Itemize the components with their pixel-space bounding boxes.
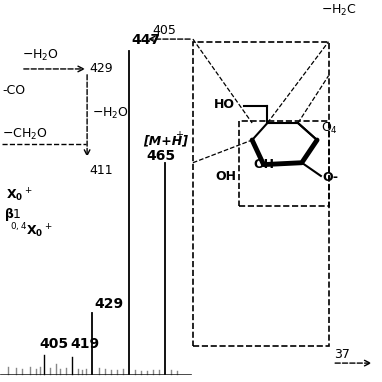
Bar: [193, 42, 329, 346]
Text: $^{0,4}\mathbf{X_0}^+$: $^{0,4}\mathbf{X_0}^+$: [10, 222, 52, 240]
Text: $\mathrm{O_4}$: $\mathrm{O_4}$: [321, 121, 338, 136]
Text: $-\mathrm{H_2O}$: $-\mathrm{H_2O}$: [22, 47, 59, 63]
Text: $-\mathrm{H_2O}$: $-\mathrm{H_2O}$: [92, 106, 129, 121]
Text: $-\mathrm{CH_2O}$: $-\mathrm{CH_2O}$: [2, 127, 48, 142]
Text: $\mathbf{X_0}^+$: $\mathbf{X_0}^+$: [6, 187, 32, 204]
Bar: [239, 121, 329, 206]
Text: +: +: [175, 129, 183, 139]
Text: OH: OH: [253, 158, 274, 171]
Text: O-: O-: [323, 172, 339, 185]
Text: OH: OH: [216, 170, 237, 183]
Text: HO: HO: [214, 98, 235, 111]
Text: $\mathbf{\beta}$1: $\mathbf{\beta}$1: [4, 206, 21, 223]
Text: 465: 465: [146, 149, 175, 163]
Text: $-\mathrm{H_2C}$: $-\mathrm{H_2C}$: [321, 3, 357, 18]
Text: 429: 429: [95, 297, 124, 311]
Text: 37: 37: [334, 348, 350, 361]
Text: 419: 419: [70, 337, 100, 351]
Text: -CO: -CO: [2, 84, 25, 97]
Text: [M+H]: [M+H]: [143, 134, 188, 148]
Text: 447: 447: [132, 34, 161, 47]
Text: 405: 405: [153, 24, 176, 37]
Text: 429: 429: [89, 62, 113, 76]
Text: 405: 405: [40, 337, 69, 351]
Text: 411: 411: [89, 164, 113, 177]
